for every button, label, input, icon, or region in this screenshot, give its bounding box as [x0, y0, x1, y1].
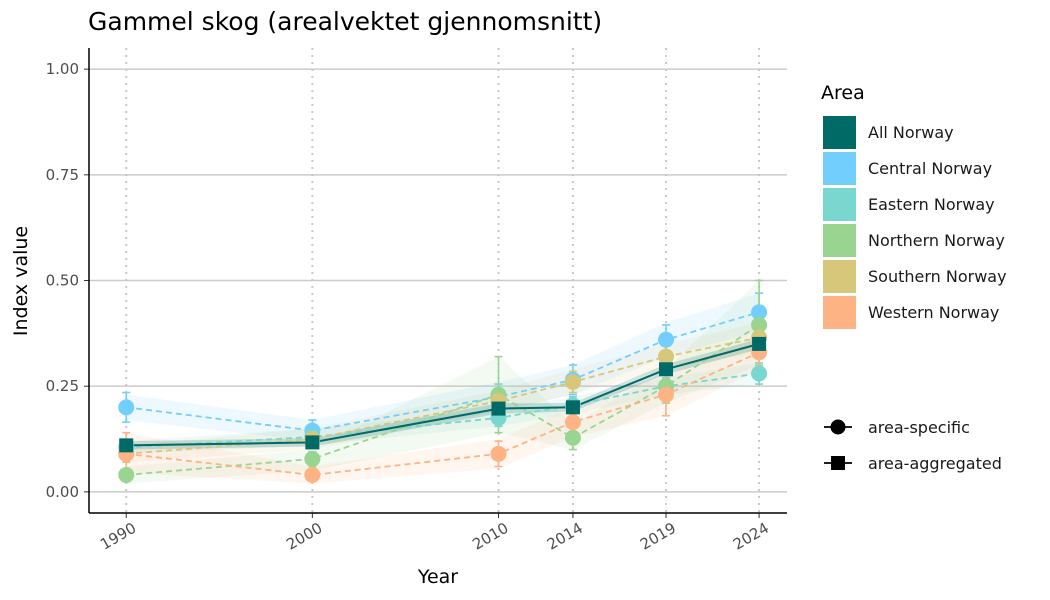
series-line: [126, 342, 760, 447]
x-tick-label: 2014: [544, 519, 586, 554]
x-tick-label: 2000: [283, 519, 325, 554]
data-point: [564, 429, 581, 446]
confidence-band: [126, 280, 760, 484]
series-line: [126, 372, 760, 449]
data-point: [658, 348, 675, 365]
data-point: [658, 331, 675, 348]
data-point: [305, 435, 320, 450]
confidence-band: [126, 293, 760, 442]
legend-title: Area: [821, 82, 865, 104]
data-point: [751, 365, 768, 382]
series-line: [126, 311, 760, 432]
x-axis-title: Year: [417, 566, 458, 588]
data-point: [119, 438, 134, 453]
legend-label: Central Norway: [868, 159, 992, 178]
data-point: [659, 362, 674, 377]
data-point: [751, 316, 768, 333]
legend-label: Southern Norway: [868, 267, 1007, 286]
data-point: [658, 386, 675, 403]
y-tick-label: 0.50: [46, 272, 79, 290]
data-point: [118, 399, 135, 416]
legend-swatch: [823, 224, 856, 257]
data-point: [751, 304, 768, 321]
legend-key-square: [831, 456, 845, 470]
confidence-band: [126, 335, 760, 484]
y-tick-label: 0.00: [46, 483, 79, 501]
y-tick-label: 0.75: [46, 166, 79, 184]
data-point: [304, 466, 321, 483]
data-point: [491, 401, 506, 416]
data-point: [118, 466, 135, 483]
legend-label: area-specific: [868, 418, 970, 437]
series-lines: [126, 311, 760, 476]
chart-title: Gammel skog (arealvektet gjennomsnitt): [88, 7, 602, 36]
data-point: [752, 336, 767, 351]
confidence-band: [126, 362, 760, 454]
data-point: [564, 414, 581, 431]
data-point: [490, 445, 507, 462]
legend-label: Western Norway: [868, 303, 999, 322]
series-line: [126, 336, 760, 455]
series-line: [126, 324, 760, 476]
legend-swatch: [823, 116, 856, 149]
x-tick-label: 2024: [730, 519, 772, 554]
legend-swatch: [823, 188, 856, 221]
x-tick-label: 2010: [469, 519, 511, 554]
data-point: [564, 373, 581, 390]
legend-key-circle: [830, 419, 846, 435]
legend-swatch: [823, 260, 856, 293]
series-line: [126, 351, 760, 476]
legend-swatch: [823, 152, 856, 185]
x-tick-label: 2019: [637, 519, 679, 554]
x-tick-label: 1990: [97, 519, 139, 554]
legend-swatch: [823, 296, 856, 329]
series-points: [118, 304, 768, 483]
legend-label: area-aggregated: [868, 454, 1002, 473]
y-axis-title: Index value: [10, 226, 32, 336]
legend-label: Eastern Norway: [868, 195, 995, 214]
legend-label: Northern Norway: [868, 231, 1005, 250]
data-point: [304, 450, 321, 467]
legend-label: All Norway: [868, 123, 954, 142]
data-point: [565, 400, 580, 415]
y-tick-label: 0.25: [46, 377, 79, 395]
y-tick-label: 1.00: [46, 60, 79, 78]
legend: Area All Norway Central Norway Eastern Nor…: [821, 82, 1007, 473]
